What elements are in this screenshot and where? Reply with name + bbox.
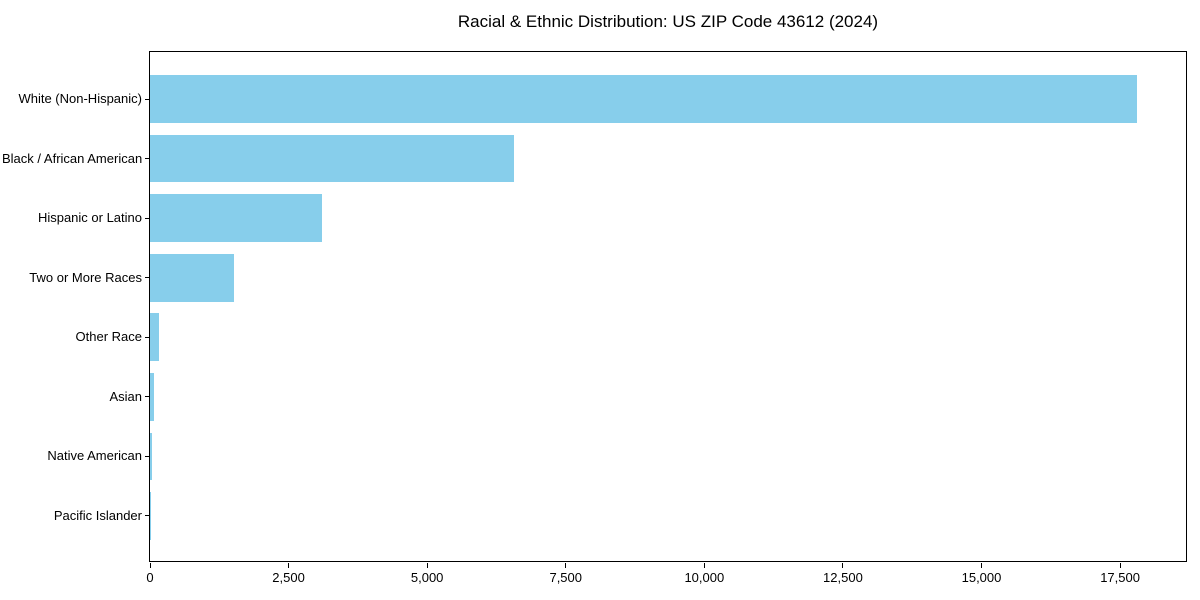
x-tick-mark: [149, 563, 151, 568]
bar-pacific-islander: [150, 492, 151, 540]
chart-title: Racial & Ethnic Distribution: US ZIP Cod…: [457, 12, 879, 31]
y-tick-label: Black / African American: [2, 150, 143, 166]
y-tick-mark: [145, 515, 150, 517]
x-tick-mark: [703, 563, 705, 568]
bar-two-or-more-races: [150, 253, 235, 302]
y-tick-mark: [145, 277, 150, 279]
y-tick-label: Asian: [109, 388, 142, 404]
plot-area: White (Non-Hispanic) Black / African Amer…: [2, 51, 1187, 585]
y-tick-mark: [145, 217, 150, 219]
bar-asian: [150, 373, 154, 421]
y-tick-mark: [145, 336, 150, 338]
x-tick-mark: [1119, 563, 1121, 568]
x-tick-label: 0: [146, 570, 154, 585]
x-tick-mark: [565, 563, 567, 568]
y-tick-label: White (Non-Hispanic): [18, 91, 142, 107]
x-tick-label: 15,000: [961, 570, 1002, 585]
y-tick-mark: [145, 158, 150, 160]
x-tick-label: 5,000: [410, 570, 444, 585]
x-tick-label: 7,500: [549, 570, 583, 585]
x-tick-label: 10,000: [684, 570, 725, 585]
bar-native-american: [150, 432, 152, 481]
y-tick-mark: [145, 98, 150, 100]
y-tick-label: Other Race: [75, 329, 142, 345]
x-tick-mark: [842, 563, 844, 568]
y-tick-label: Two or More Races: [29, 269, 142, 285]
bar-black-african-american: [150, 134, 515, 183]
bar-hispanic-or-latino: [150, 194, 322, 242]
x-tick-mark: [426, 563, 428, 568]
bar-other-race: [150, 313, 160, 362]
y-tick-mark: [145, 396, 150, 398]
y-tick-mark: [145, 455, 150, 457]
x-tick-label: 2,500: [272, 570, 305, 585]
x-tick-label: 12,500: [823, 570, 863, 585]
x-tick-label: 17,500: [1100, 570, 1140, 585]
y-tick-label: Native American: [47, 448, 142, 464]
bar-white-non-hispanic: [150, 75, 1137, 123]
y-tick-label: Hispanic or Latino: [37, 210, 142, 226]
x-tick-mark: [288, 563, 290, 568]
y-tick-label: Pacific Islander: [53, 507, 142, 523]
x-tick-mark: [981, 563, 982, 568]
